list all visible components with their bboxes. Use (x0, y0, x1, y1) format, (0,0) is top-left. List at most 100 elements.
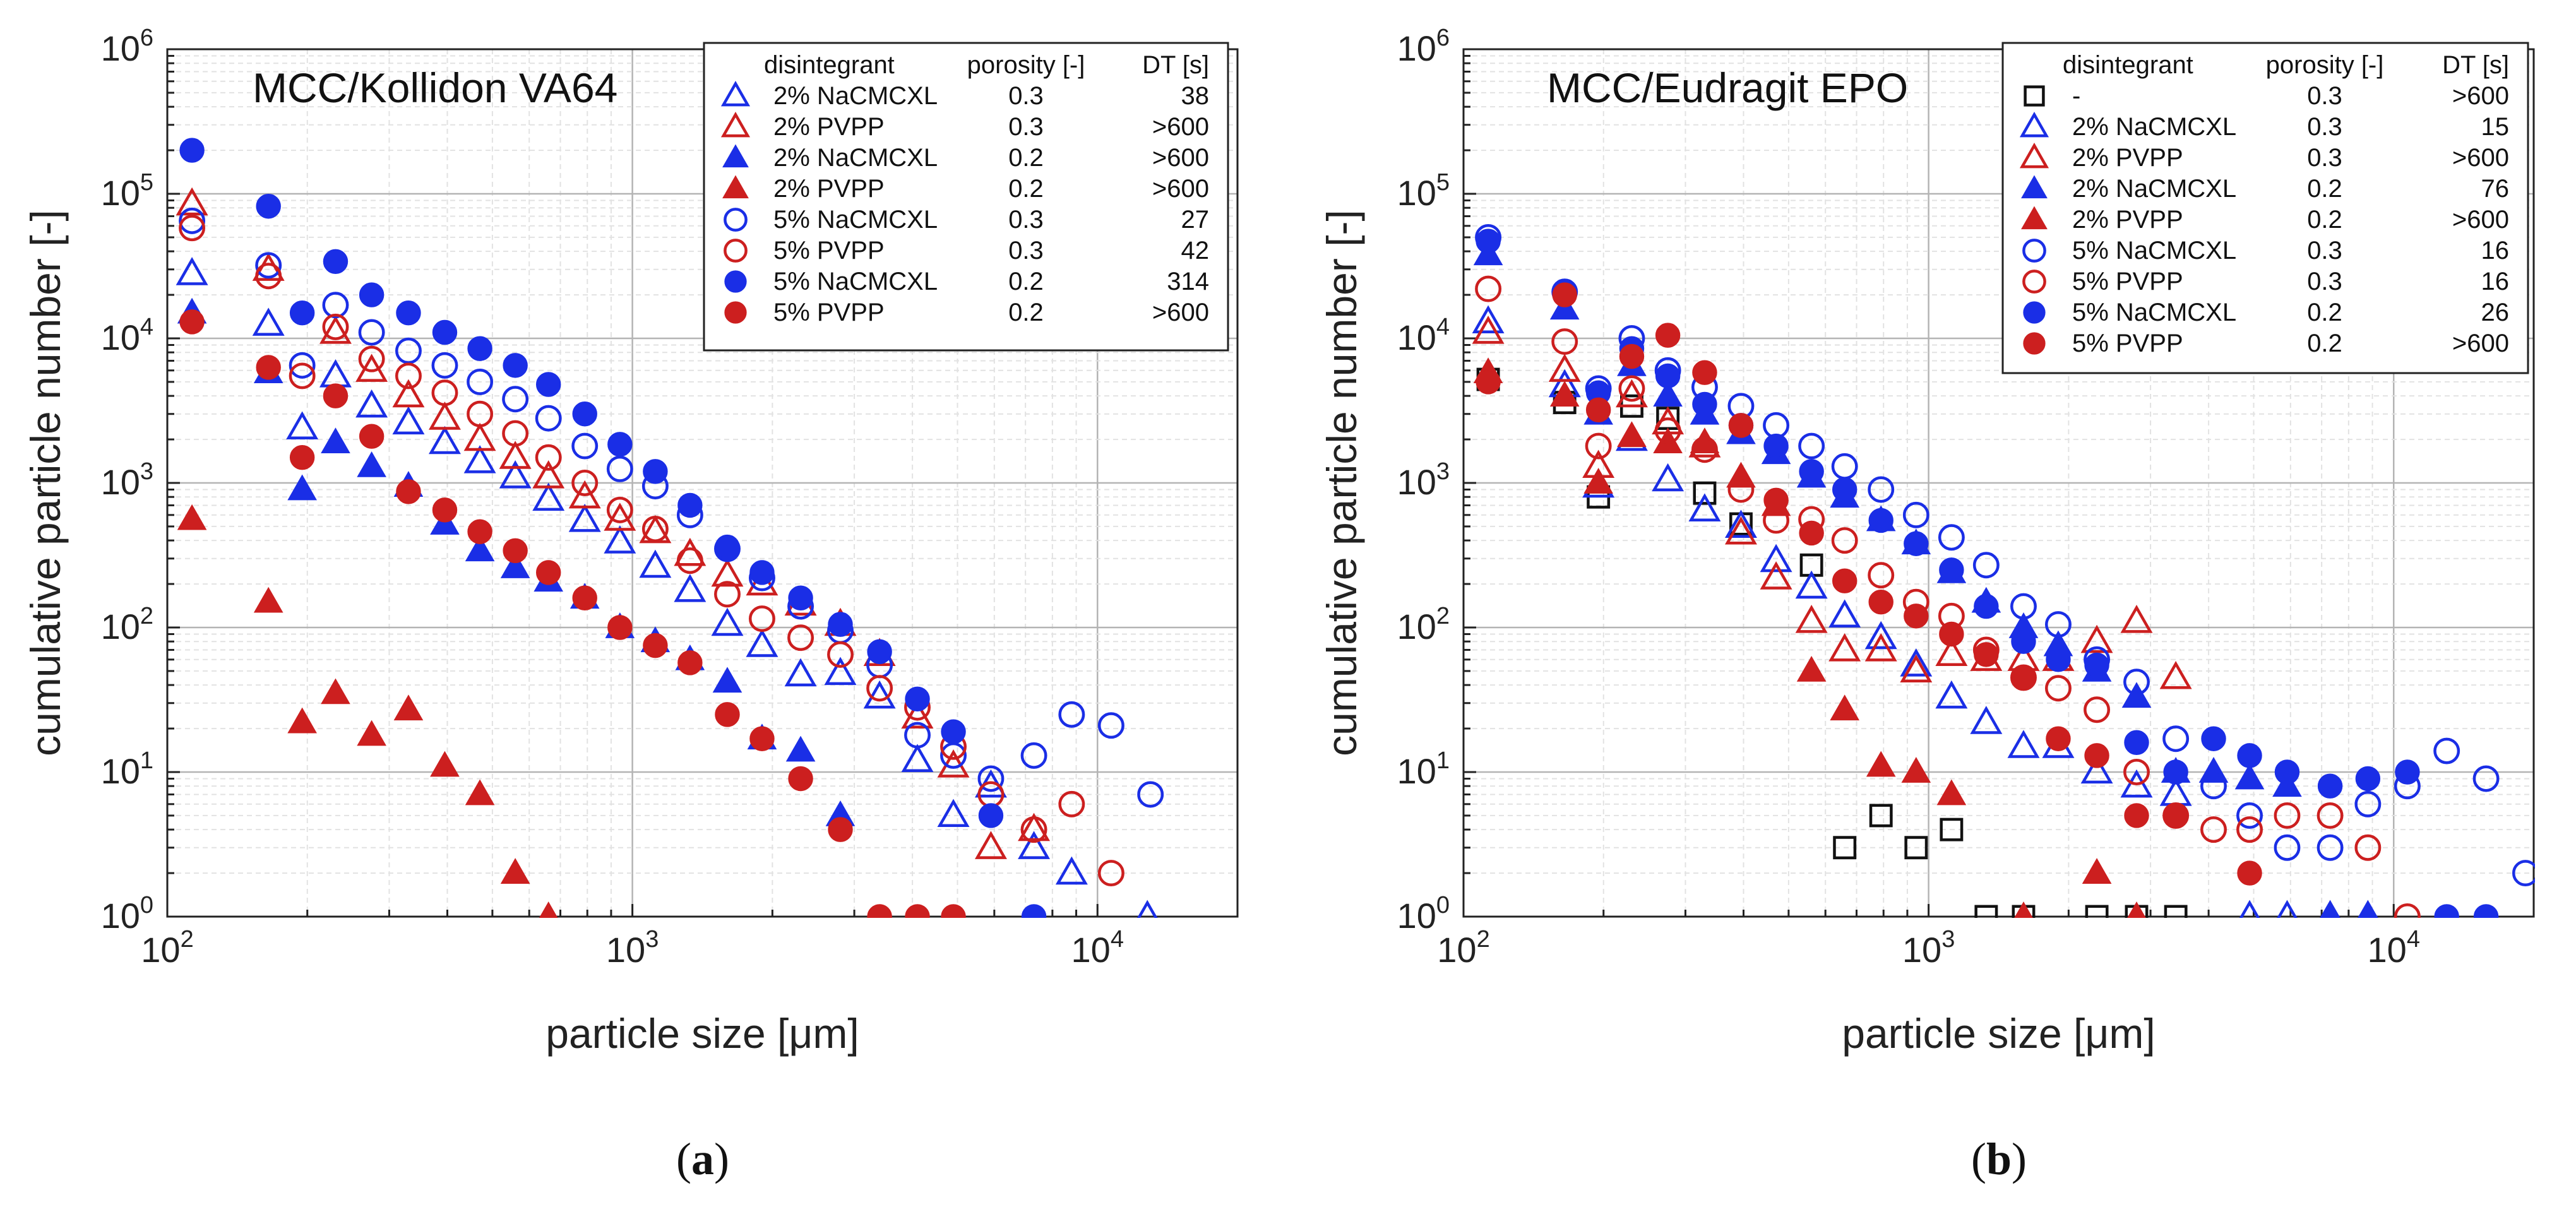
data-point (1795, 570, 1828, 599)
data-point (866, 675, 893, 702)
data-point (1830, 694, 1860, 721)
data-point (1688, 493, 1721, 521)
y-tick-label: 102 (101, 603, 153, 646)
data-point (674, 574, 707, 602)
data-point (788, 585, 813, 610)
panel-a-label: (a) (676, 1134, 729, 1184)
legend-row-porosity: 0.2 (1008, 299, 1044, 326)
legend-marker (2022, 239, 2046, 263)
legend-header-disintegrant: disintegrant (2063, 51, 2193, 79)
data-point (430, 751, 460, 777)
data-point (502, 420, 529, 447)
data-point (607, 615, 633, 640)
data-point (1828, 633, 1861, 662)
data-point (1136, 900, 1158, 918)
data-point (2046, 647, 2071, 672)
panel-b-legend: disintegrant porosity [-] DT [s] - 0.3 >600 2%… (2001, 42, 2529, 374)
data-point (2084, 743, 2109, 768)
data-point (289, 352, 316, 379)
data-point (2274, 802, 2301, 829)
data-point (177, 504, 207, 530)
legend-header-dt: DT [s] (1142, 51, 1209, 79)
data-point (179, 138, 205, 163)
legend-row-dt: >600 (2452, 330, 2509, 357)
data-point (1763, 487, 1789, 513)
data-point (467, 400, 494, 427)
data-point (1866, 751, 1896, 777)
panel-a-x-axis-label: particle size [μm] (546, 1010, 859, 1057)
legend-marker (724, 301, 747, 324)
legend-row-dt: >600 (1152, 113, 1209, 141)
data-point (2084, 696, 2111, 723)
legend-row-dt: 26 (2481, 299, 2510, 326)
x-tick-label: 104 (1071, 926, 1124, 970)
legend-row-label: 2% PVPP (2072, 144, 2183, 172)
y-tick-label: 103 (101, 458, 153, 502)
data-point (1974, 593, 1999, 619)
data-point (676, 547, 703, 574)
data-point (465, 535, 495, 562)
data-point (824, 657, 857, 686)
data-point (255, 252, 282, 279)
data-point (606, 496, 633, 523)
data-point (1097, 860, 1124, 887)
data-point (1939, 621, 1964, 647)
data-point (499, 460, 532, 489)
legend-row-dt: >600 (1152, 299, 1209, 326)
legend-row-dt: 38 (1181, 82, 1210, 110)
y-tick-label: 104 (101, 314, 153, 357)
panel-a-chart: 102 103 104 100 101 102 103 104 105 106 MCC/Kolli… (22, 25, 1239, 1184)
data-point (863, 680, 896, 709)
data-point (1763, 433, 1789, 459)
legend-row-porosity: 0.3 (2307, 237, 2342, 265)
data-point (2201, 726, 2226, 751)
data-point (428, 401, 461, 430)
data-point (1654, 417, 1681, 444)
data-point (1832, 568, 1857, 593)
y-tick-label: 101 (101, 747, 153, 791)
data-point (431, 352, 458, 379)
data-point (1869, 804, 1893, 828)
data-point (2127, 901, 2146, 918)
legend-box (703, 42, 1229, 352)
data-point (323, 383, 349, 408)
legend-row-porosity: 0.2 (1008, 268, 1044, 295)
legend-row-porosity: 0.3 (2307, 113, 2342, 141)
data-point (539, 901, 558, 918)
legend-row-dt: 15 (2481, 113, 2510, 141)
data-point (431, 379, 458, 407)
data-point (1799, 459, 1824, 484)
y-tick-label: 106 (1397, 25, 1450, 68)
data-point (2317, 773, 2343, 799)
legend-row-label: - (2072, 82, 2080, 110)
data-point (357, 451, 386, 477)
data-point (714, 581, 741, 608)
legend-row-porosity: 0.2 (2307, 330, 2342, 357)
data-point (2163, 803, 2188, 828)
legend-row-label: 5% NaCMCXL (773, 206, 938, 234)
data-point (1018, 831, 1051, 859)
data-point (1020, 742, 1047, 769)
data-point (607, 432, 633, 457)
data-point (1055, 856, 1088, 885)
panel-a-title: MCC/Kollidon VA64 (253, 64, 617, 111)
panel-a-legend: disintegrant porosity [-] DT [s] 2% NaCMCXL… (703, 42, 1229, 352)
data-point (393, 694, 424, 721)
data-point (287, 474, 317, 501)
data-point (1551, 328, 1578, 355)
data-point (867, 904, 892, 918)
data-point (499, 441, 532, 469)
legend-row-dt: 16 (2481, 237, 2510, 265)
data-point (1548, 354, 1581, 382)
data-point (568, 480, 601, 509)
data-point (392, 406, 425, 435)
data-point (1727, 476, 1755, 503)
legend-row-label: 2% PVPP (773, 113, 885, 141)
data-point (937, 799, 970, 828)
data-point (1655, 323, 1681, 348)
x-tick-label: 104 (2368, 926, 2420, 970)
data-point (532, 460, 565, 489)
data-point (359, 424, 385, 449)
legend-row-dt: >600 (2452, 82, 2509, 110)
